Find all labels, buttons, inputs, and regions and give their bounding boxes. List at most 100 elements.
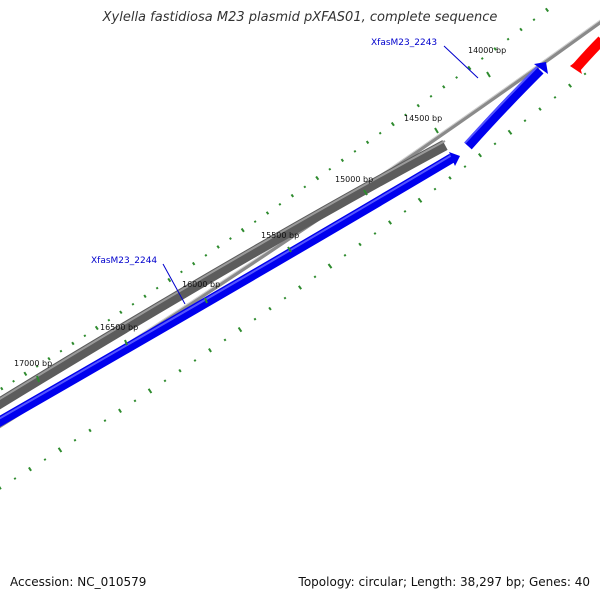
gc-outer-tick-8 <box>83 334 87 338</box>
gc-inner-tick-3 <box>43 458 47 461</box>
gc-inner-tick-10 <box>147 388 153 394</box>
gc-inner-tick-24 <box>358 242 362 247</box>
gc-inner-tick-32 <box>477 153 483 158</box>
gene-arrow-xfasm23-2243[interactable] <box>464 66 544 150</box>
gc-outer-tick-7 <box>71 341 75 346</box>
gc-inner-tick-6 <box>88 428 92 433</box>
gc-outer-tick-27 <box>315 175 320 181</box>
gc-outer-tick-45 <box>544 7 550 13</box>
gc-inner-tick-17 <box>253 317 257 321</box>
gc-inner-tick-30 <box>448 176 452 180</box>
scale-tick-17000 <box>36 375 40 383</box>
gc-outer-tick-3 <box>23 371 28 377</box>
gc-outer-tick-1 <box>0 386 4 391</box>
gc-inner-tick-13 <box>193 359 197 362</box>
scale-tick-14500 <box>434 127 439 134</box>
gc-inner-tick-16 <box>237 326 243 333</box>
gc-outer-tick-32 <box>378 131 382 135</box>
gc-inner-tick-14 <box>208 348 212 353</box>
gc-outer-tick-44 <box>532 18 536 22</box>
gc-outer-tick-20 <box>229 237 232 240</box>
gene-arrow-red-head <box>570 60 582 74</box>
gene-arrow-xfasm23-2243-shine <box>464 66 538 144</box>
gc-outer-tick-26 <box>303 185 307 189</box>
gc-inner-tick-0 <box>0 486 2 490</box>
gc-outer-tick-33 <box>390 121 395 127</box>
gc-outer-tick-9 <box>94 325 99 331</box>
gc-outer-tick-40 <box>480 57 484 60</box>
gc-outer-tick-22 <box>253 220 257 223</box>
gc-inner-tick-29 <box>433 187 437 191</box>
gc-inner-tick-38 <box>568 83 572 88</box>
gene-label-xfasm23-2244[interactable]: XfasM23_2244 <box>91 256 157 266</box>
scale-label-15000: 15000 bp <box>335 175 373 184</box>
gc-inner-tick-1 <box>13 477 17 480</box>
gc-outer-tick-19 <box>216 245 220 249</box>
gc-outer-tick-6 <box>59 349 63 353</box>
gene-label-leader-2243 <box>443 45 479 79</box>
gc-outer-tick-21 <box>240 227 245 233</box>
gc-outer-tick-2 <box>12 379 15 383</box>
gene-arrow-xfasm23-2244[interactable] <box>0 153 455 428</box>
gc-inner-tick-5 <box>73 438 77 442</box>
gc-inner-tick-21 <box>313 275 317 279</box>
gc-inner-tick-15 <box>223 338 227 342</box>
gc-inner-tick-39 <box>583 72 587 76</box>
gc-outer-tick-41 <box>493 47 497 51</box>
gc-outer-tick-35 <box>416 103 420 108</box>
gc-inner-tick-35 <box>523 119 527 123</box>
backbone-ring <box>0 19 600 429</box>
gene-arrow-xfasm23-2244-shine <box>0 154 453 420</box>
gc-inner-tick-12 <box>178 368 182 373</box>
gc-inner-tick-33 <box>493 142 497 146</box>
gc-outer-tick-31 <box>365 140 370 145</box>
gc-outer-tick-16 <box>180 270 183 274</box>
scale-label-17000: 17000 bp <box>14 359 52 368</box>
gene-label-leader-2244 <box>162 263 186 305</box>
scale-label-14000: 14000 bp <box>468 46 506 55</box>
gc-inner-tick-11 <box>163 379 167 383</box>
gc-inner-tick-37 <box>553 96 557 99</box>
backbone-ring-highlight <box>0 19 600 425</box>
gc-outer-tick-4 <box>35 364 39 368</box>
scale-tick-16000 <box>204 297 208 304</box>
gc-inner-tick-7 <box>103 419 107 423</box>
gene-arrow-xfasm23-2244-head <box>449 152 460 166</box>
gc-inner-tick-9 <box>133 399 137 403</box>
gene-label-xfasm23-2243[interactable]: XfasM23_2243 <box>371 38 437 48</box>
gc-outer-tick-25 <box>290 193 295 198</box>
gc-inner-tick-31 <box>463 165 467 168</box>
gc-inner-tick-34 <box>507 129 513 135</box>
gc-outer-tick-38 <box>455 76 459 79</box>
gc-outer-tick-15 <box>167 277 172 283</box>
gc-outer-tick-43 <box>519 27 523 32</box>
gc-inner-tick-27 <box>403 210 407 213</box>
other-feature-band-shine <box>0 140 446 401</box>
gc-outer-tick-17 <box>191 261 196 266</box>
gc-outer-tick-29 <box>340 158 345 163</box>
accession-text: Accession: NC_010579 <box>10 575 147 589</box>
other-feature-band <box>0 140 448 410</box>
gc-outer-tick-28 <box>328 167 332 171</box>
gc-inner-tick-25 <box>373 232 377 235</box>
gc-inner-tick-26 <box>387 220 393 225</box>
gc-outer-tick-36 <box>429 94 433 98</box>
gc-outer-tick-10 <box>107 318 111 322</box>
gc-inner-tick-23 <box>343 253 347 257</box>
scale-tick-14000 <box>486 71 491 78</box>
scale-label-15500: 15500 bp <box>261 231 299 240</box>
gc-outer-tick-30 <box>353 149 357 153</box>
gc-outer-tick-24 <box>278 202 282 206</box>
gc-outer-tick-37 <box>442 85 446 89</box>
gc-inner-tick-20 <box>297 285 303 290</box>
gc-inner-tick-2 <box>28 466 32 472</box>
gene-arrow-red[interactable] <box>572 36 600 72</box>
gc-outer-tick-23 <box>265 211 270 215</box>
scale-label-16000: 16000 bp <box>182 280 220 289</box>
gc-outer-tick-34 <box>404 113 407 117</box>
gc-inner-tick-8 <box>118 408 122 414</box>
topology-summary: Topology: circular; Length: 38,297 bp; G… <box>298 575 590 589</box>
gc-outer-tick-14 <box>155 286 159 290</box>
gc-outer-tick-39 <box>467 65 472 71</box>
